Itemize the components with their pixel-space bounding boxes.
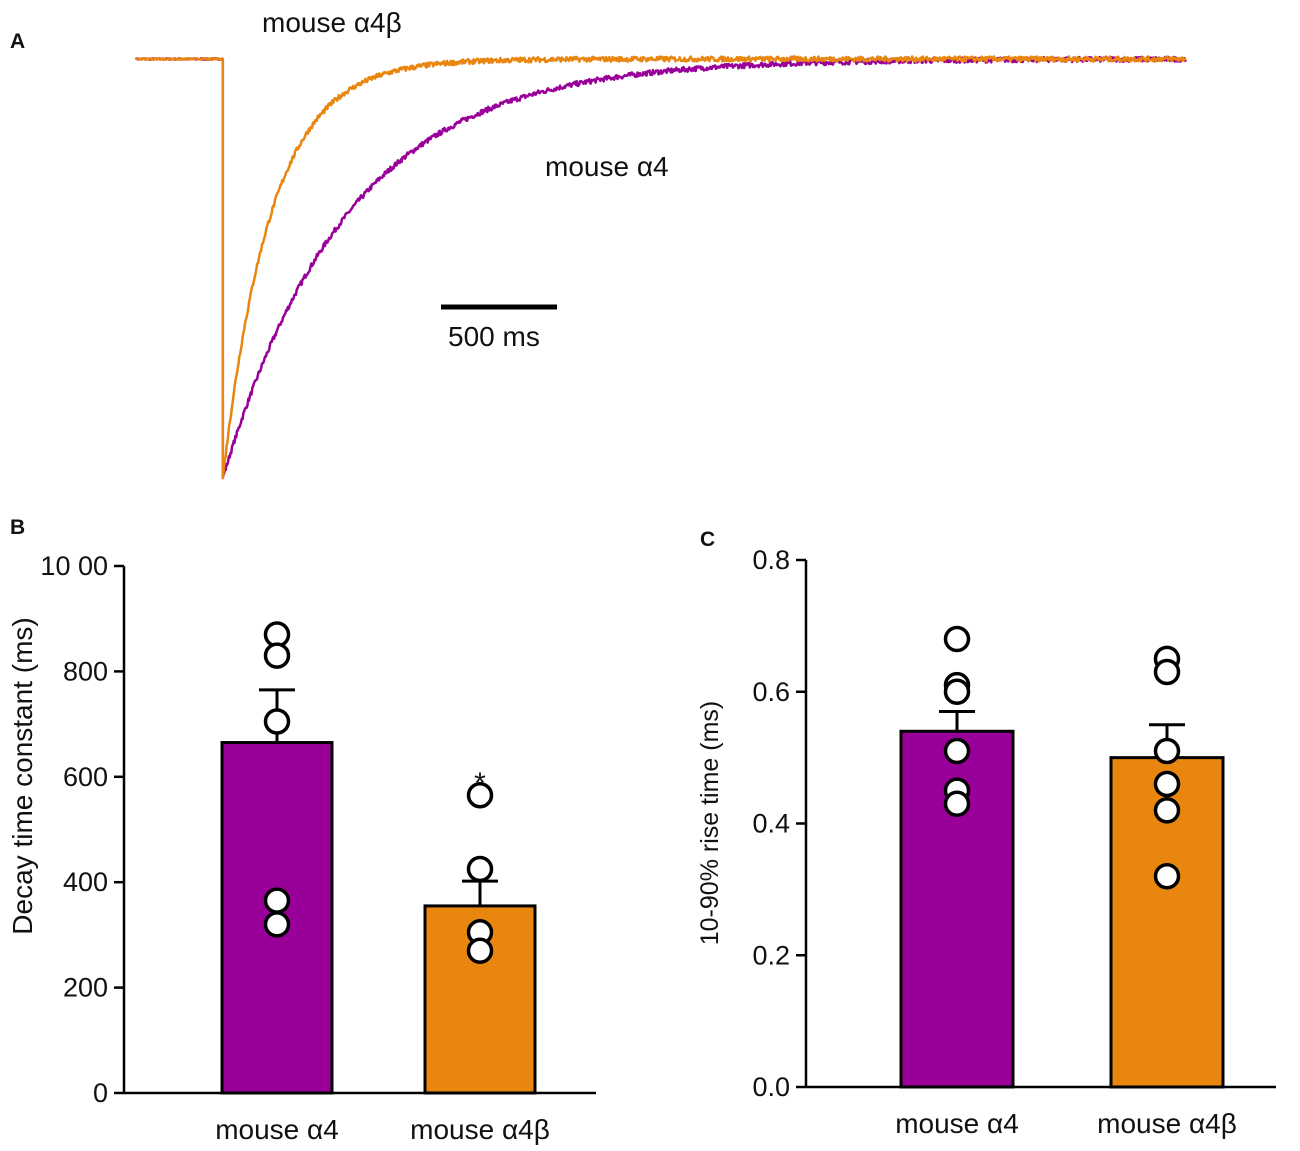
trace-mouse-alpha4	[134, 55, 1188, 480]
panel-b-y-tick-label: 400	[63, 867, 108, 897]
panel-c-y-tick-label: 0.6	[752, 677, 790, 707]
panel-b-data-point	[263, 887, 291, 914]
panel-b-y-tick-label: 10 00	[40, 551, 108, 581]
scale-bar-label: 500 ms	[448, 321, 540, 352]
panel-b: B Decay time constant (ms) 0 200 400 600 800…	[7, 516, 596, 1145]
panel-c-plot: 0.0 0.2 0.4 0.6 0.8 mouse α4 mouse α4β	[752, 545, 1276, 1139]
panel-c-data-point	[943, 790, 971, 817]
trace-label-alpha4beta: mouse α4β	[262, 7, 402, 38]
panel-b-label: B	[10, 516, 25, 539]
panel-c-x-tick-label: mouse α4	[895, 1108, 1019, 1139]
panel-c-data-point	[1153, 862, 1181, 890]
panel-a-label: A	[10, 30, 25, 53]
panel-b-data-point	[263, 911, 291, 938]
panel-b-data-point	[466, 855, 494, 883]
panel-b-data-point	[263, 708, 291, 735]
panel-b-bar-alpha4	[220, 741, 334, 1095]
panel-c-data-point	[1153, 737, 1181, 765]
trace-label-alpha4: mouse α4	[545, 151, 669, 182]
panel-c-data-point	[943, 625, 971, 653]
panel-c-y-tick-label: 0.0	[752, 1072, 790, 1102]
panel-b-y-tick-label: 800	[63, 656, 108, 686]
panel-c-y-tick-label: 0.8	[752, 545, 790, 575]
panel-b-x-tick-label: mouse α4	[215, 1114, 339, 1145]
panel-b-data-point	[466, 781, 494, 809]
panel-c: C 10-90% rise time (ms) 0.0 0.2 0.4 0.6 0.8 m…	[696, 528, 1276, 1139]
panel-b-y-axis-label: Decay time constant (ms)	[7, 617, 38, 934]
panel-c-data-point	[1153, 658, 1181, 686]
panel-b-y-tick-label: 600	[63, 762, 108, 792]
panel-b-y-tick-label: 200	[63, 973, 108, 1003]
panel-c-data-point	[1153, 770, 1181, 798]
panel-c-data-point	[943, 678, 971, 705]
panel-b-data-point	[263, 642, 291, 669]
panel-b-significance-marker: *	[474, 767, 486, 800]
panel-c-data-point	[1153, 797, 1181, 824]
panel-c-data-point	[943, 737, 971, 765]
panel-b-data-point	[466, 937, 494, 964]
panel-b-plot: 0 200 400 600 800 10 00 mouse α4 mouse α4β *	[40, 551, 596, 1145]
panel-c-y-axis-label: 10-90% rise time (ms)	[696, 701, 724, 946]
panel-c-x-tick-label: mouse α4β	[1097, 1108, 1237, 1139]
panel-c-label: C	[700, 528, 715, 551]
panel-a: A mouse α4β mouse α4 500 ms	[10, 7, 1188, 480]
panel-b-y-tick-label: 0	[93, 1078, 108, 1108]
panel-c-y-tick-label: 0.2	[752, 940, 790, 970]
panel-b-x-tick-label: mouse α4β	[410, 1114, 550, 1145]
panel-c-y-tick-label: 0.4	[752, 809, 790, 839]
trace-mouse-alpha4beta	[135, 55, 1187, 480]
